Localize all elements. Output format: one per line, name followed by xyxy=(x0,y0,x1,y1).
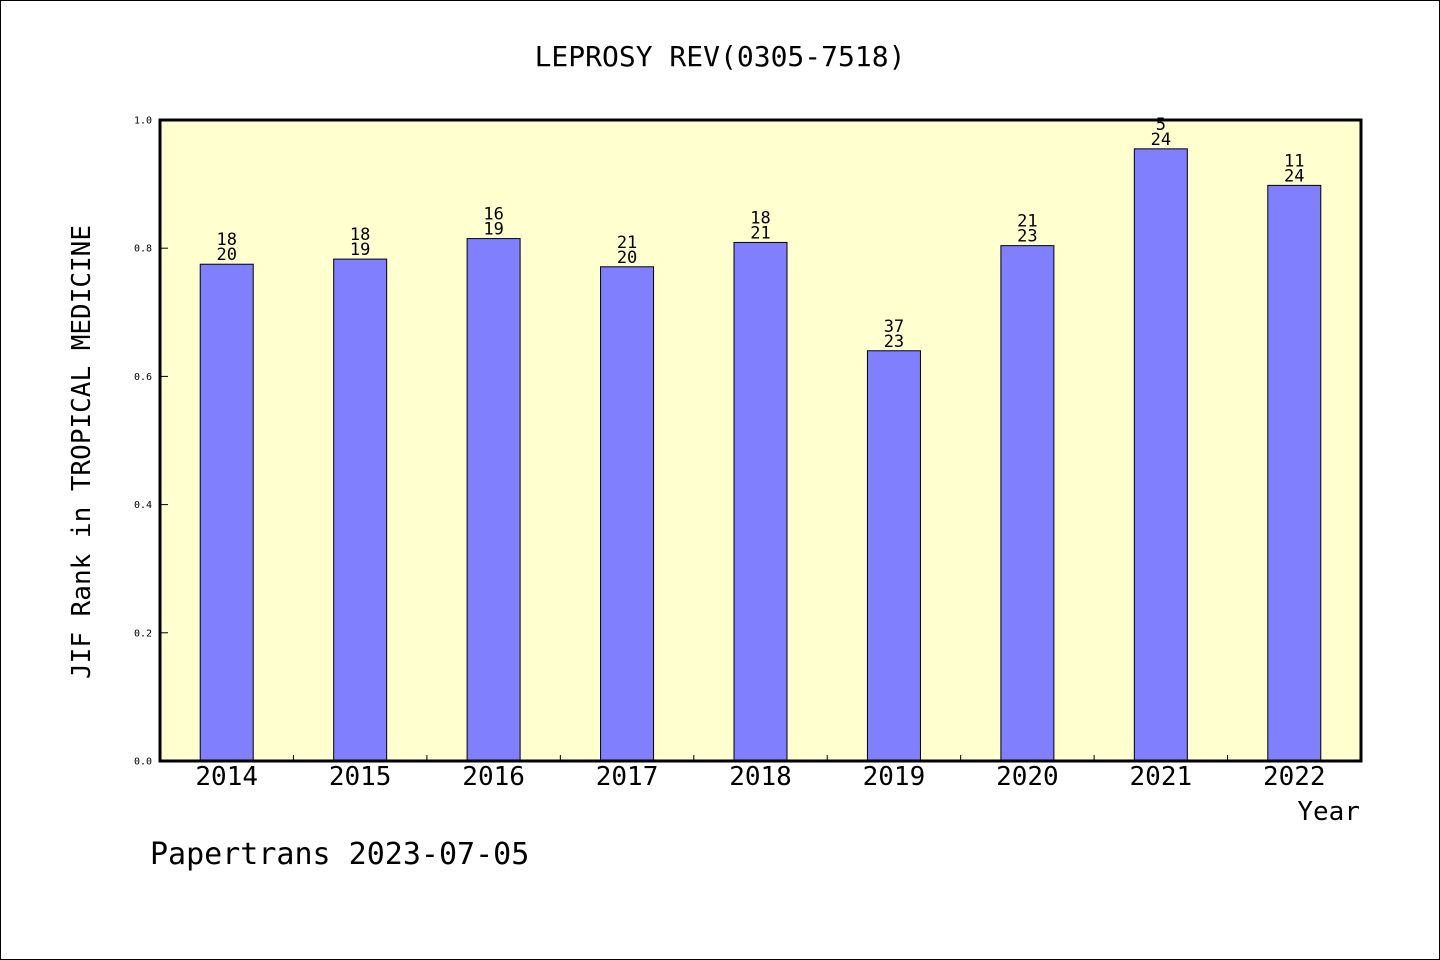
bar-label-top-2017: 21 xyxy=(617,233,637,253)
y-tick-label-0.8: 0.8 xyxy=(134,244,152,255)
x-tick-label-2015: 2015 xyxy=(329,762,392,792)
bar-2016 xyxy=(466,238,521,762)
bar-label-bottom-2022: 24 xyxy=(1284,166,1304,186)
x-tick-label-2021: 2021 xyxy=(1130,762,1193,792)
y-tick-label-1.0: 1.0 xyxy=(134,116,152,127)
bar-label-top-2020: 21 xyxy=(1017,212,1037,232)
y-axis-label: JIF Rank in TROPICAL MEDICINE xyxy=(67,225,97,679)
bar-label-top-2018: 18 xyxy=(750,208,770,228)
bar-label-top-2019: 37 xyxy=(884,317,904,337)
bar-label-bottom-2014: 20 xyxy=(216,245,236,265)
bar-label-top-2021: 5 xyxy=(1156,115,1166,135)
x-axis-label: Year xyxy=(1297,797,1360,827)
y-tick-label-0.6: 0.6 xyxy=(134,372,152,383)
x-tick-label-2020: 2020 xyxy=(996,762,1059,792)
x-tick-label-2022: 2022 xyxy=(1263,762,1326,792)
bar-2020 xyxy=(1000,245,1055,762)
x-tick-label-2018: 2018 xyxy=(729,762,792,792)
bar-2021 xyxy=(1133,148,1188,762)
y-tick-label-0.4: 0.4 xyxy=(134,500,152,511)
bar-label-bottom-2021: 24 xyxy=(1151,130,1171,150)
bar-2019 xyxy=(866,350,921,762)
bar-2015 xyxy=(333,258,388,762)
x-tick-label-2014: 2014 xyxy=(195,762,258,792)
bar-label-bottom-2020: 23 xyxy=(1017,227,1037,247)
y-tick-label-0.0: 0.0 xyxy=(134,757,152,768)
bar-label-top-2022: 11 xyxy=(1284,151,1304,171)
bar-label-bottom-2018: 21 xyxy=(750,223,770,243)
bar-2014 xyxy=(199,263,254,762)
bar-label-top-2015: 18 xyxy=(350,225,370,245)
bar-label-top-2016: 16 xyxy=(483,205,503,225)
x-tick-label-2017: 2017 xyxy=(596,762,659,792)
x-axis-ticks: 2014 2015 2016 2017 2018 2019 2020 2021 2022 xyxy=(195,755,1326,792)
bar-2022 xyxy=(1267,184,1322,762)
x-tick-label-2019: 2019 xyxy=(863,762,926,792)
x-tick-label-2016: 2016 xyxy=(462,762,525,792)
bar-label-bottom-2016: 19 xyxy=(483,220,503,240)
y-tick-label-0.2: 0.2 xyxy=(134,628,152,639)
bar-2018 xyxy=(733,241,788,762)
bar-label-top-2014: 18 xyxy=(216,230,236,250)
plot-border xyxy=(158,118,1363,763)
bar-label-bottom-2017: 20 xyxy=(617,248,637,268)
bar-2017 xyxy=(600,266,655,762)
bar-label-bottom-2015: 19 xyxy=(350,240,370,260)
footer-text: Papertrans 2023-07-05 xyxy=(150,837,529,872)
chart-title: LEPROSY REV(0305-7518) xyxy=(535,40,906,73)
bar-label-bottom-2019: 23 xyxy=(884,332,904,352)
